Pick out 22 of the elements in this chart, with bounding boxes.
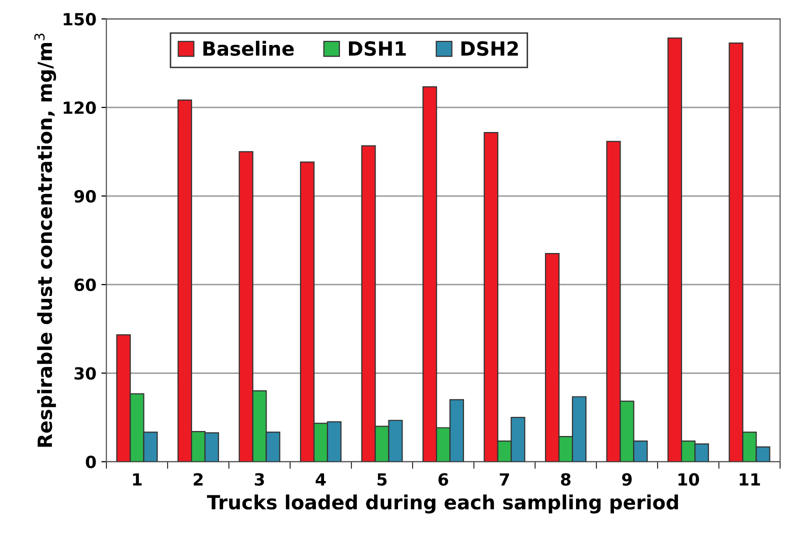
y-tick-label: 120 bbox=[64, 101, 96, 114]
x-tick-label: 8 bbox=[560, 473, 571, 486]
y-tick-label: 60 bbox=[74, 278, 96, 292]
legend-label: DSH1 bbox=[348, 41, 406, 56]
y-tick-label: 90 bbox=[74, 190, 96, 203]
x-axis-title: Trucks loaded during each sampling period bbox=[207, 494, 678, 514]
x-tick-label: 4 bbox=[316, 473, 326, 486]
x-tick-label: 5 bbox=[377, 473, 387, 486]
x-tick-label: 7 bbox=[500, 473, 509, 486]
y-axis-title: Respirable dust concentration, mg/m$^{3}$ bbox=[34, 34, 56, 447]
x-tick-label: 9 bbox=[622, 473, 632, 486]
x-tick-label: 10 bbox=[678, 473, 700, 486]
y-tick-label: 0 bbox=[86, 456, 96, 468]
x-tick-label: 1 bbox=[133, 473, 142, 486]
y-tick-label: 150 bbox=[64, 12, 96, 26]
x-tick-label: 3 bbox=[254, 473, 264, 486]
x-tick-label: 2 bbox=[194, 473, 203, 486]
y-tick-label: 30 bbox=[74, 367, 96, 380]
x-tick-label: 11 bbox=[740, 473, 760, 486]
legend-label: DSH2 bbox=[461, 41, 518, 56]
legend-label: Baseline bbox=[203, 40, 294, 56]
x-tick-label: 6 bbox=[438, 473, 448, 486]
